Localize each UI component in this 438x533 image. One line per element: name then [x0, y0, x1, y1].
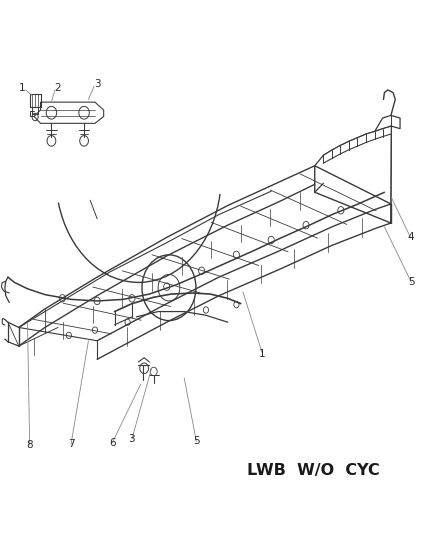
Text: 4: 4	[407, 232, 414, 243]
Circle shape	[203, 307, 208, 313]
Text: 1: 1	[259, 349, 266, 359]
Circle shape	[66, 332, 71, 338]
Text: 2: 2	[55, 83, 61, 93]
Text: 3: 3	[129, 434, 135, 444]
Circle shape	[59, 295, 65, 302]
Text: 5: 5	[408, 277, 415, 287]
Circle shape	[338, 207, 344, 214]
Circle shape	[94, 297, 100, 305]
Circle shape	[129, 295, 135, 302]
Text: 6: 6	[109, 438, 116, 448]
Circle shape	[233, 251, 240, 259]
Text: 8: 8	[26, 440, 33, 450]
Text: 1: 1	[18, 83, 25, 93]
Circle shape	[164, 283, 170, 290]
Circle shape	[234, 302, 239, 308]
Text: 5: 5	[193, 437, 200, 447]
Circle shape	[268, 236, 274, 244]
Text: 3: 3	[94, 78, 100, 88]
Circle shape	[92, 327, 98, 333]
Text: 7: 7	[68, 439, 74, 449]
Circle shape	[303, 221, 309, 229]
Circle shape	[125, 319, 130, 325]
Circle shape	[198, 267, 205, 274]
Text: LWB  W/O  CYC: LWB W/O CYC	[247, 463, 380, 478]
